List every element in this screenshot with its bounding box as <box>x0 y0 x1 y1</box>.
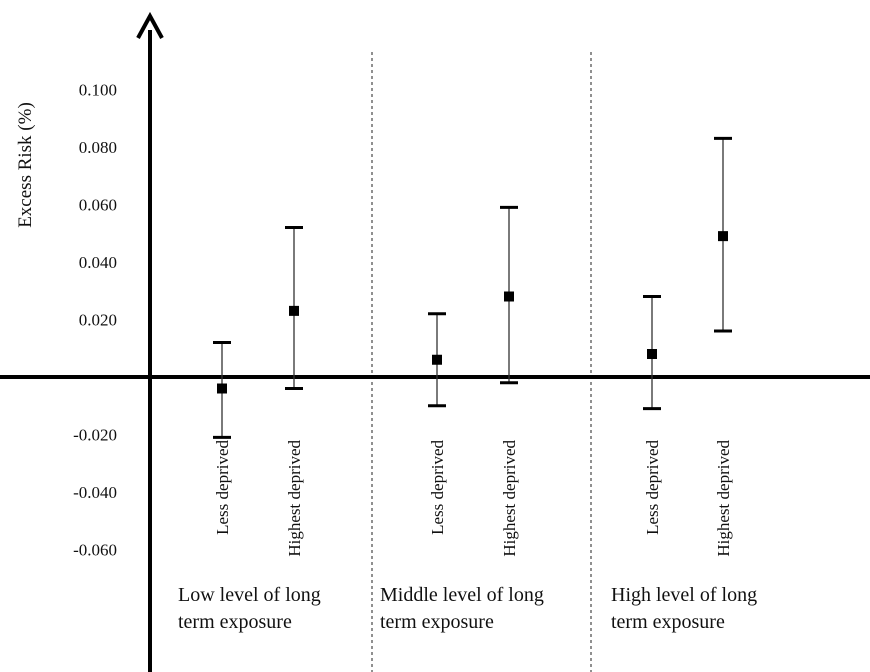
category-label: Less deprived <box>643 440 662 535</box>
group-label-line2: term exposure <box>380 611 494 633</box>
group-label-line1: Low level of long <box>178 584 321 606</box>
axes <box>0 11 870 672</box>
y-tick-label: 0.020 <box>79 311 117 330</box>
error-bar-point-g2-p2 <box>500 205 518 385</box>
error-bar-point-g2-p1 <box>428 312 446 408</box>
y-tick-label: -0.020 <box>73 426 117 445</box>
error-bar-point-g3-p1 <box>643 295 661 411</box>
group-labels: Low level of long term exposure Middle lev… <box>178 584 757 633</box>
category-label: Highest deprived <box>285 440 304 557</box>
point-estimate-marker <box>718 231 728 242</box>
point-estimate-marker <box>504 291 514 302</box>
y-tick-label: 0.080 <box>79 138 117 157</box>
y-axis-arrow-icon <box>136 11 164 39</box>
error-bar-point-g1-p1 <box>213 341 231 439</box>
data-points <box>213 136 732 439</box>
category-labels: Less deprived Highest deprived Less depriv… <box>213 440 733 557</box>
category-label: Highest deprived <box>714 440 733 557</box>
point-estimate-marker <box>289 305 299 316</box>
category-label: Highest deprived <box>500 440 519 557</box>
group-label-line1: High level of long <box>611 584 757 606</box>
point-estimate-marker <box>432 354 442 365</box>
error-bar-point-g1-p2 <box>285 226 303 390</box>
y-tick-label: -0.040 <box>73 483 117 502</box>
group-label-line2: term exposure <box>178 611 292 633</box>
error-bar-point-g3-p2 <box>714 136 732 333</box>
y-tick-label: -0.060 <box>73 541 117 560</box>
y-axis-ticks: 0.100 0.080 0.060 0.040 0.020 -0.020 -0.040 -0.… <box>73 81 117 560</box>
point-estimate-marker <box>647 349 657 359</box>
category-label: Less deprived <box>428 440 447 535</box>
point-estimate-marker <box>217 383 227 394</box>
y-tick-label: 0.100 <box>79 81 117 100</box>
group-label-line2: term exposure <box>611 611 725 633</box>
group-separators <box>371 52 592 672</box>
y-axis-label: Excess Risk (%) <box>15 102 36 228</box>
y-tick-label: 0.040 <box>79 253 117 272</box>
group-label-line1: Middle level of long <box>380 584 544 606</box>
category-label: Less deprived <box>213 440 232 535</box>
y-tick-label: 0.060 <box>79 196 117 215</box>
